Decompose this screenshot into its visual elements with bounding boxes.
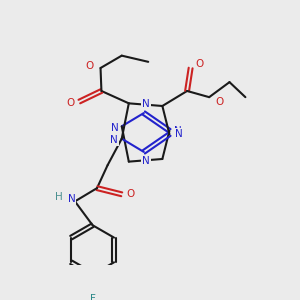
Text: N: N (111, 123, 119, 133)
Text: N: N (174, 126, 182, 136)
Text: N: N (142, 156, 149, 166)
Text: O: O (216, 97, 224, 106)
Text: N: N (175, 129, 183, 139)
Text: F: F (90, 294, 95, 300)
Text: O: O (126, 189, 135, 199)
Text: N: N (110, 135, 118, 146)
Text: O: O (66, 98, 75, 108)
Text: N: N (142, 99, 149, 109)
Text: O: O (86, 61, 94, 71)
Text: O: O (195, 58, 204, 69)
Text: H: H (55, 192, 63, 202)
Text: N: N (68, 194, 75, 204)
